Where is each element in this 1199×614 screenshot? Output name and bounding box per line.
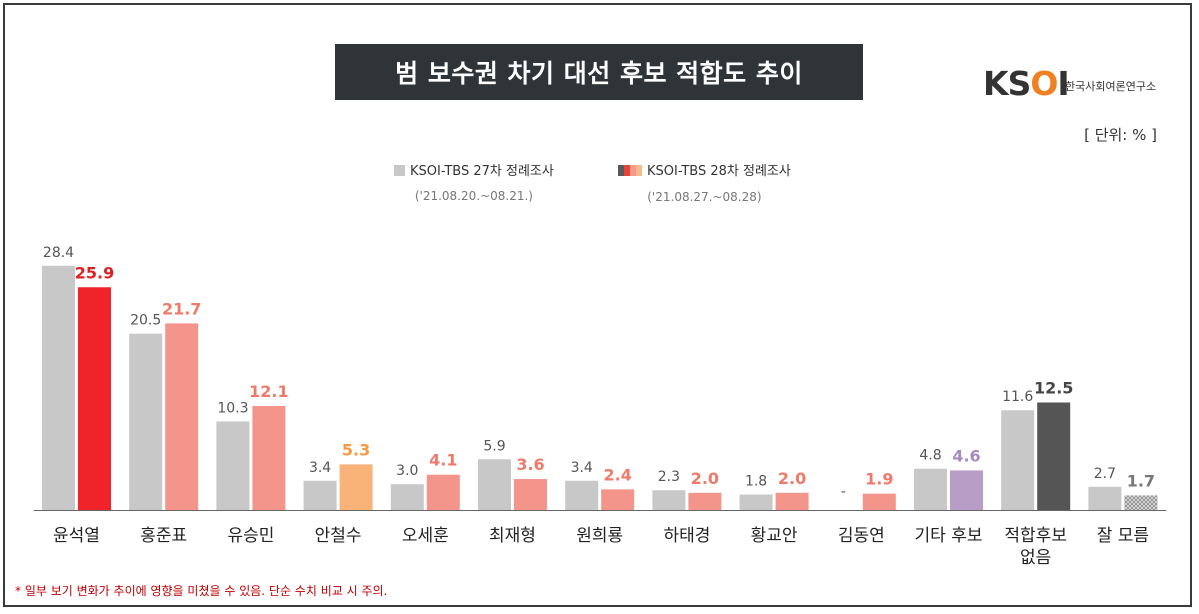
legend-prev: KSOI-TBS 27차 정례조사 ('21.08.20.~08.21.) [394,160,554,203]
footnote: * 일부 보기 변화가 추이에 영향을 미쳤을 수 있음. 단순 수치 비교 시… [15,584,388,598]
value-label-prev-6: 3.4 [571,460,593,476]
value-label-prev-4: 3.0 [396,463,418,479]
value-label-curr-8: 2.0 [778,469,806,488]
value-label-prev-9: - [841,484,846,500]
value-label-curr-6: 2.4 [604,465,632,484]
value-label-curr-5: 3.6 [516,455,544,474]
value-label-curr-9: 1.9 [865,470,893,489]
value-label-prev-8: 1.8 [745,474,767,490]
value-label-curr-10: 4.6 [952,446,980,465]
bar-prev-5 [478,459,511,510]
unit-label: [ 단위: % ] [1084,126,1157,144]
legend-prev-swatch [394,165,405,176]
bar-prev-4 [390,484,424,510]
category-label-6: 원희룡 [576,526,623,546]
bar-prev-12 [1088,486,1122,510]
bar-prev-7 [652,490,686,510]
category-label-10: 기타 후보 [915,526,983,546]
bar-curr-12 [1124,495,1158,510]
bar-curr-5 [514,479,547,510]
category-label-9: 김동연 [838,526,885,546]
value-label-prev-0: 28.4 [43,245,74,261]
bar-prev-8 [739,494,773,510]
bar-curr-4 [426,474,460,510]
value-label-prev-10: 4.8 [919,448,941,464]
value-label-prev-2: 10.3 [217,400,248,416]
bar-curr-11 [1037,402,1071,510]
bar-prev-1 [129,333,163,510]
bar-curr-0 [78,287,111,510]
bar-curr-6 [601,489,635,510]
value-label-prev-5: 5.9 [483,438,505,454]
value-label-prev-11: 11.6 [1002,389,1033,405]
legend-curr-label: KSOI-TBS 28차 정례조사 [647,164,791,179]
value-label-curr-4: 4.1 [429,451,457,470]
value-label-curr-3: 5.3 [342,440,370,459]
category-label-3: 안철수 [315,526,362,546]
category-label-1: 홍준표 [140,526,187,546]
value-label-curr-7: 2.0 [691,469,719,488]
category-label-8: 황교안 [751,526,798,546]
value-label-prev-7: 2.3 [658,469,680,485]
value-label-curr-11: 12.5 [1034,379,1073,398]
legend-curr-period: ('21.08.27.~08.28) [647,190,762,204]
category-label-2: 유승민 [227,526,274,546]
legend-curr-swatch [618,165,642,180]
bar-curr-1 [165,323,199,510]
bar-prev-11 [1001,410,1035,510]
value-label-curr-2: 12.1 [249,382,288,401]
bar-curr-9 [862,493,896,510]
legend-curr: KSOI-TBS 28차 정례조사 ('21.08.27.~08.28) [618,160,791,204]
bar-curr-10 [950,470,983,510]
legend-prev-period: ('21.08.20.~08.21.) [414,189,533,203]
bar-curr-3 [339,464,373,510]
bar-prev-0 [42,265,75,510]
legend-prev-label: KSOI-TBS 27차 정례조사 [410,164,554,179]
bar-prev-2 [216,421,250,510]
category-label-7: 하태경 [663,526,710,546]
category-label-11: 적합후보 없음 [1004,526,1067,568]
category-label-12: 잘 모름 [1097,526,1149,546]
bar-prev-10 [914,468,947,510]
category-label-0: 윤석열 [53,526,100,546]
bar-curr-8 [775,492,809,510]
chart-title: 범 보수권 차기 대선 후보 적합도 추이 [395,59,803,88]
value-label-curr-1: 21.7 [162,299,201,318]
value-label-prev-1: 20.5 [130,313,161,329]
value-label-curr-0: 25.9 [75,263,114,282]
ksoi-logo: KSOI 한국사회여론연구소 [983,62,1168,103]
value-label-curr-12: 1.7 [1127,471,1155,490]
value-label-prev-3: 3.4 [309,460,331,476]
value-label-prev-12: 2.7 [1094,466,1116,482]
title-banner: 범 보수권 차기 대선 후보 적합도 추이 [335,44,863,100]
bar-prev-3 [303,480,337,510]
category-label-4: 오세훈 [402,526,449,546]
logo-subtitle: 한국사회여론연구소 [1065,80,1157,93]
logo-mark: KSOI [983,64,1070,103]
category-label-5: 최재형 [489,526,536,546]
bar-prev-6 [565,480,599,510]
bar-curr-2 [252,405,286,510]
bar-curr-7 [688,492,722,510]
